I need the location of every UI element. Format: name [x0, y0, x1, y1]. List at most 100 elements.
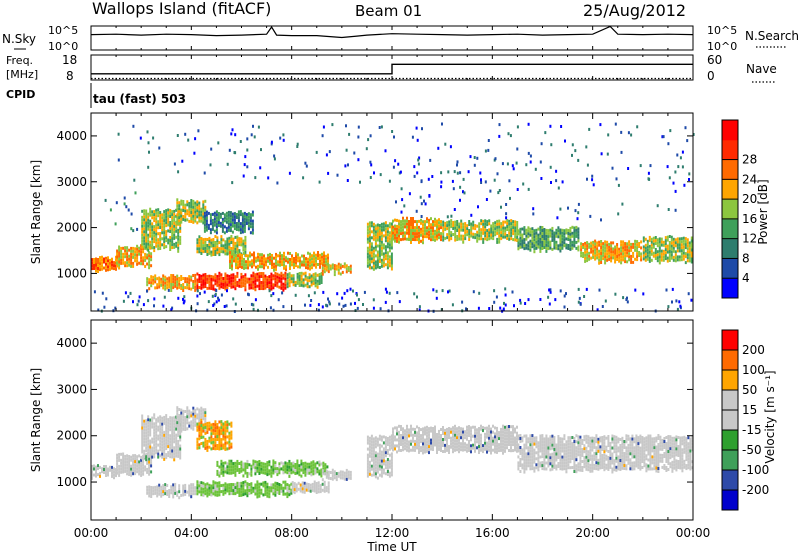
- data-cell: [145, 431, 148, 435]
- data-cell: [442, 235, 445, 239]
- data-cell: [266, 467, 269, 471]
- data-cell: [151, 425, 154, 429]
- data-cell: [642, 248, 645, 252]
- data-cell: [95, 266, 97, 270]
- cpid-value: tau (fast) 503: [93, 92, 186, 106]
- data-cell: [286, 471, 289, 475]
- data-cell: [656, 238, 659, 242]
- data-cell: [234, 247, 237, 251]
- data-cell: [159, 211, 162, 214]
- data-cell: [650, 258, 653, 262]
- data-cell: [414, 427, 416, 431]
- data-cell: [95, 269, 97, 273]
- data-cell: [163, 231, 166, 235]
- data-cell: [194, 219, 197, 223]
- data-cell: [397, 162, 400, 166]
- data-cell: [268, 492, 271, 496]
- data-cell: [417, 158, 420, 162]
- data-cell: [303, 490, 306, 494]
- data-cell: [231, 255, 233, 259]
- data-cell: [668, 241, 671, 244]
- data-cell: [107, 265, 109, 269]
- data-cell: [111, 260, 113, 264]
- data-cell: [149, 439, 152, 443]
- data-cell: [378, 437, 381, 441]
- data-cell: [313, 291, 316, 295]
- data-cell: [153, 240, 156, 244]
- data-cell: [642, 236, 645, 240]
- data-cell: [165, 429, 168, 433]
- data-cell: [586, 241, 589, 245]
- data-cell: [512, 232, 515, 236]
- data-cell: [384, 460, 387, 464]
- data-cell: [177, 231, 180, 235]
- data-cell: [349, 302, 352, 306]
- data-cell: [226, 435, 229, 439]
- data-cell: [646, 242, 649, 246]
- data-cell: [300, 465, 303, 469]
- data-cell: [543, 246, 546, 249]
- data-cell: [204, 429, 207, 433]
- data-cell: [230, 471, 233, 475]
- data-cell: [138, 466, 141, 470]
- data-cell: [206, 439, 209, 443]
- data-cell: [219, 224, 222, 228]
- data-cell: [142, 463, 145, 467]
- data-cell: [150, 275, 153, 279]
- data-cell: [114, 222, 117, 226]
- data-cell: [666, 247, 669, 251]
- data-cell: [271, 254, 273, 257]
- data-cell: [237, 254, 239, 258]
- data-cell: [378, 446, 381, 450]
- data-cell: [378, 449, 381, 453]
- data-cell: [213, 217, 216, 221]
- data-cell: [91, 261, 93, 265]
- data-cell: [154, 277, 157, 281]
- data-cell: [343, 291, 346, 295]
- data-cell: [234, 241, 237, 245]
- data-cell: [237, 210, 240, 214]
- data-cell: [160, 280, 163, 284]
- data-cell: [120, 261, 123, 265]
- data-cell: [153, 452, 156, 456]
- data-cell: [122, 470, 125, 474]
- data-cell: [459, 185, 462, 189]
- data-cell: [145, 443, 148, 447]
- data-cell: [148, 491, 151, 495]
- data-cell: [648, 235, 651, 239]
- data-cell: [328, 150, 331, 154]
- data-cell: [408, 235, 410, 238]
- data-cell: [547, 229, 550, 233]
- data-cell: [378, 473, 381, 477]
- data-cell: [618, 256, 621, 260]
- data-cell: [327, 484, 330, 488]
- data-cell: [250, 473, 253, 477]
- data-cell: [408, 443, 410, 447]
- data-cell: [206, 482, 209, 486]
- data-cell: [200, 481, 203, 485]
- data-cell: [153, 216, 156, 220]
- data-cell: [508, 228, 511, 232]
- data-cell: [276, 272, 279, 276]
- data-cell: [178, 423, 181, 426]
- data-cell: [682, 236, 685, 240]
- data-cell: [122, 246, 125, 250]
- data-cell: [125, 205, 128, 209]
- data-cell: [588, 254, 591, 258]
- data-cell: [336, 173, 339, 177]
- data-cell: [482, 231, 485, 235]
- data-cell: [159, 220, 162, 223]
- data-cell: [276, 275, 279, 279]
- data-cell: [208, 251, 211, 255]
- data-cell: [251, 262, 253, 266]
- data-cell: [216, 438, 219, 441]
- data-cell: [327, 473, 330, 477]
- data-cell: [390, 458, 393, 462]
- data-cell: [234, 281, 237, 285]
- data-cell: [376, 232, 379, 236]
- data-cell: [510, 237, 513, 241]
- data-cell: [254, 463, 257, 467]
- data-cell: [426, 226, 428, 230]
- data-cell: [224, 246, 227, 250]
- data-cell: [170, 485, 173, 489]
